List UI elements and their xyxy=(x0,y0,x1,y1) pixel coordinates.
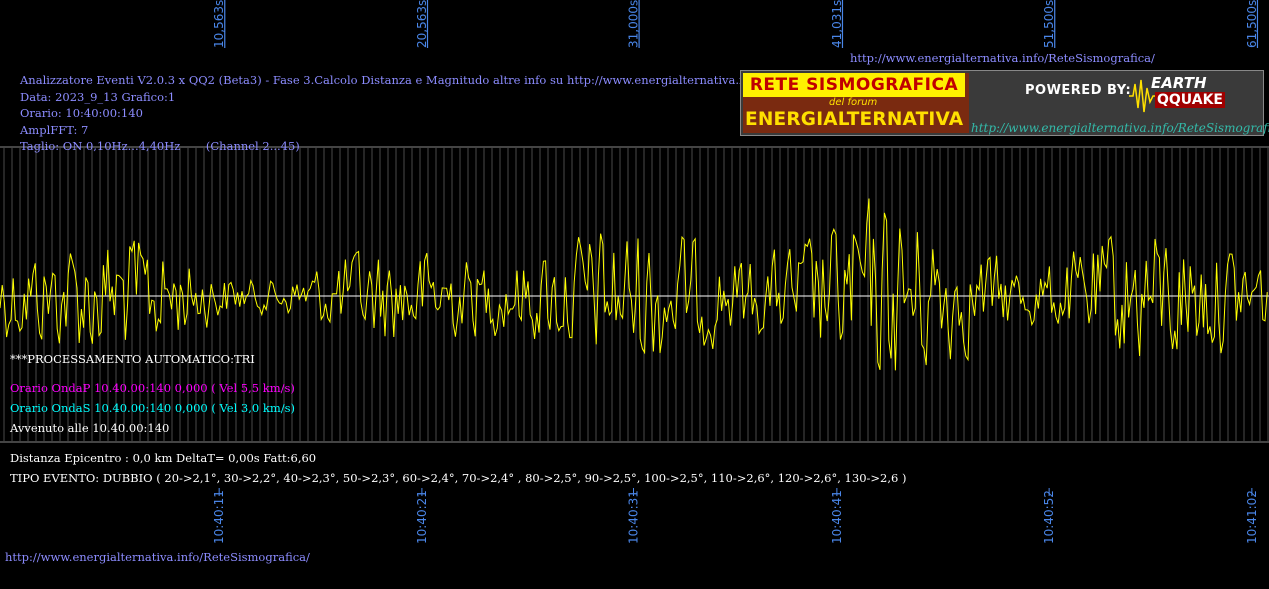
logo-url: http://www.energialternativa.info/ReteSi… xyxy=(971,121,1269,135)
event-type: TIPO EVENTO: DUBBIO ( 20->2,1°, 30->2,2°… xyxy=(10,471,907,485)
info-panel: Analizzatore Eventi V2.0.3 x QQ2 (Beta3)… xyxy=(20,72,820,155)
top-tick-label: 10,563s xyxy=(212,0,226,48)
info-title: Analizzatore Eventi V2.0.3 x QQ2 (Beta3)… xyxy=(20,73,821,87)
logo-forum: del forum xyxy=(829,97,878,108)
logo-quake: QQUAKE xyxy=(1155,92,1225,108)
info-time: Orario: 10:40:00:140 xyxy=(20,106,143,121)
rete-sismografica-logo[interactable]: RETE SISMOGRAFICA del forum ENERGIALTERN… xyxy=(740,70,1269,136)
top-tick-label: 61,500s xyxy=(1245,0,1259,48)
logo-title: RETE SISMOGRAFICA xyxy=(743,73,965,97)
top-axis: 10,563s 20,563s 31,000s 41,031s 51,500s 61,50… xyxy=(212,0,1259,48)
waveform-line xyxy=(0,198,1268,371)
logo-earth: EARTH xyxy=(1151,74,1207,92)
vertical-grid xyxy=(3,148,1269,441)
event-time: Avvenuto alle 10.40.00:140 xyxy=(10,421,170,435)
bottom-tick-label: 10:40:31 xyxy=(627,490,641,544)
top-tick-label: 20,563s xyxy=(415,0,429,48)
earthquake-logo: EARTH QQUAKE xyxy=(1129,74,1225,114)
bottom-link[interactable]: http://www.energialternativa.info/ReteSi… xyxy=(5,550,310,564)
top-tick-label: 31,000s xyxy=(627,0,641,48)
epicenter-distance: Distanza Epicentro : 0,0 km DeltaT= 0,00… xyxy=(10,451,317,465)
onda-p-time: Orario OndaP 10.40.00:140 0,000 ( Vel 5,… xyxy=(10,381,295,395)
top-link[interactable]: http://www.energialternativa.info/ReteSi… xyxy=(850,51,1155,65)
logo-powered-by: POWERED BY: xyxy=(1025,83,1132,98)
seismic-wave-icon xyxy=(1129,79,1155,113)
bottom-tick-label: 10:41:02 xyxy=(1245,490,1259,544)
processing-title: ***PROCESSAMENTO AUTOMATICO:TRI xyxy=(10,352,255,366)
top-tick-label: 41,031s xyxy=(830,0,844,48)
info-filter: Taglio: ON 0,10Hz...4,40Hz (Channel 2...… xyxy=(20,139,300,154)
bottom-tick-label: 10:40:11 xyxy=(212,490,226,544)
info-amplfft: AmplFFT: 7 xyxy=(20,122,89,137)
bottom-tick-label: 10:40:21 xyxy=(415,490,429,544)
bottom-tick-label: 10:40:52 xyxy=(1042,490,1056,544)
info-date: Data: 2023_9_13 Grafico:1 xyxy=(20,89,176,104)
bottom-tick-label: 10:40:41 xyxy=(830,490,844,544)
logo-name: ENERGIALTERNATIVA xyxy=(745,109,964,130)
top-tick-label: 51,500s xyxy=(1042,0,1056,48)
bottom-axis: 10:40:11 10:40:21 10:40:31 10:40:41 10:40:52… xyxy=(212,488,1259,544)
onda-s-time: Orario OndaS 10.40.00:140 0,000 ( Vel 3,… xyxy=(10,401,296,415)
